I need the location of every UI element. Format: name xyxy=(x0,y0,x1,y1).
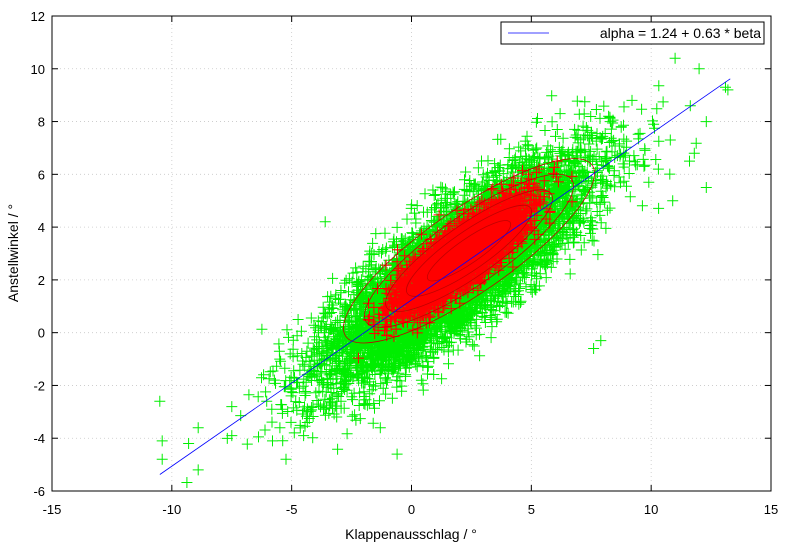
x-tick-label: 5 xyxy=(528,502,535,517)
legend-label: alpha = 1.24 + 0.63 * beta xyxy=(600,25,761,41)
x-axis-label: Klappenausschlag / ° xyxy=(345,526,477,542)
y-tick-labels: -6 -4 -2 0 2 4 6 8 10 12 xyxy=(31,9,45,499)
x-tick-label: 15 xyxy=(764,502,778,517)
density-contours xyxy=(343,158,595,344)
y-tick-label: 10 xyxy=(31,62,45,77)
x-tick-labels: -15 -10 -5 0 5 10 15 xyxy=(43,502,779,517)
x-tick-label: -15 xyxy=(43,502,62,517)
density-contour xyxy=(364,173,574,328)
density-contour xyxy=(406,204,532,297)
density-contour xyxy=(426,220,512,282)
y-tick-label: -6 xyxy=(33,484,45,499)
density-contour xyxy=(343,158,595,344)
y-tick-label: -2 xyxy=(33,378,45,393)
y-tick-label: 0 xyxy=(38,326,45,341)
x-tick-label: -5 xyxy=(286,502,298,517)
legend: alpha = 1.24 + 0.63 * beta xyxy=(500,21,765,45)
x-tick-label: 10 xyxy=(644,502,658,517)
y-tick-label: 6 xyxy=(38,167,45,182)
y-tick-label: 2 xyxy=(38,273,45,288)
y-tick-label: 12 xyxy=(31,9,45,24)
x-tick-label: 0 xyxy=(408,502,415,517)
density-contour xyxy=(385,189,553,313)
axis-ticks xyxy=(51,15,772,492)
fit-line xyxy=(159,78,731,475)
y-tick-label: 4 xyxy=(38,220,45,235)
y-tick-label: -4 xyxy=(33,431,45,446)
y-tick-label: 8 xyxy=(38,115,45,130)
y-axis-label: Anstellwinkel / ° xyxy=(5,204,21,302)
x-tick-label: -10 xyxy=(162,502,181,517)
legend-box xyxy=(500,21,765,45)
